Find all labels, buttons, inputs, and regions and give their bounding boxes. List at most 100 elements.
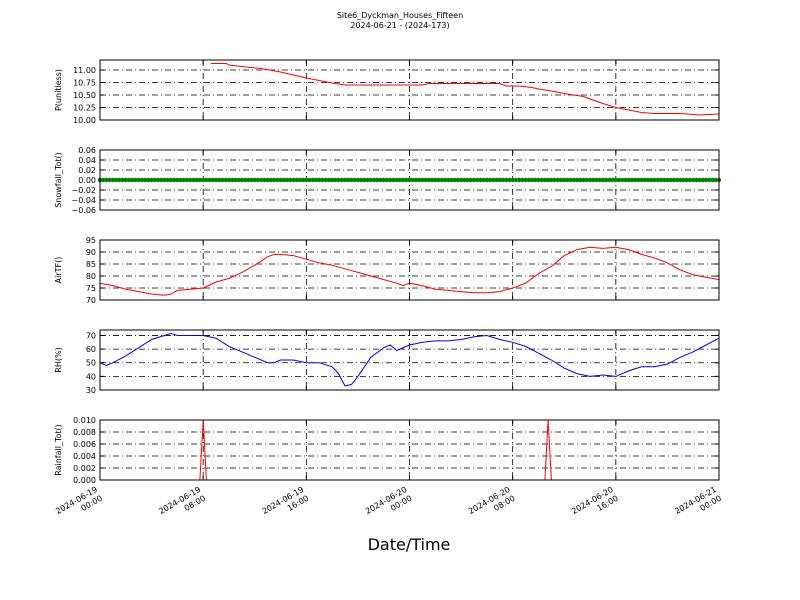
data-point [458, 177, 464, 183]
x-axis-label: Date/Time [368, 535, 451, 554]
data-point [571, 177, 577, 183]
x-tick-label: 2024-06-1908:00 [157, 485, 207, 525]
data-point [642, 177, 648, 183]
data-point [581, 177, 586, 183]
data-point [623, 177, 628, 183]
data-point [507, 177, 512, 183]
x-tick-label: 2024-06-2100:00 [673, 485, 723, 525]
data-point [600, 177, 606, 183]
data-point [536, 177, 541, 183]
data-point [188, 177, 193, 183]
data-point [152, 177, 158, 183]
x-tick-label: 2024-06-2016:00 [570, 485, 620, 525]
data-point [304, 177, 309, 183]
series-line [99, 246, 720, 296]
data-point [678, 177, 683, 183]
y-tick-label: 90 [86, 248, 96, 257]
data-point [123, 177, 128, 183]
y-tick-label: 10.50 [73, 91, 96, 100]
data-point [497, 177, 502, 183]
data-point [239, 177, 245, 183]
data-point [500, 177, 506, 183]
data-point [310, 177, 315, 183]
data-point [584, 177, 590, 183]
data-point [130, 177, 135, 183]
x-tick-label: 2024-06-2000:00 [364, 485, 414, 525]
y-tick-label: 80 [86, 272, 96, 281]
y-tick-label: 11.00 [73, 66, 96, 75]
data-point [184, 177, 190, 183]
data-point [375, 177, 380, 183]
y-tick-label: 0.00 [78, 176, 96, 185]
data-point [136, 177, 141, 183]
data-point [181, 177, 187, 183]
data-point [574, 177, 580, 183]
y-tick-label: 50 [86, 359, 96, 368]
data-point [159, 177, 164, 183]
data-point [420, 177, 425, 183]
y-axis-label: AirTF() [54, 257, 63, 284]
y-tick-label: 0.004 [73, 452, 96, 461]
data-point [616, 177, 622, 183]
data-point [568, 177, 573, 183]
y-tick-label: 0.06 [78, 146, 96, 155]
data-point [481, 177, 486, 183]
data-point [558, 177, 564, 183]
data-point [649, 177, 654, 183]
data-point [526, 177, 531, 183]
data-point [607, 177, 612, 183]
data-point [671, 177, 677, 183]
data-point [365, 177, 370, 183]
x-tick-label: 2024-06-1900:00 [54, 485, 104, 525]
data-point [268, 177, 274, 183]
data-point [684, 177, 689, 183]
y-axis-label: RH(%) [54, 347, 63, 372]
data-point [484, 177, 490, 183]
data-point [468, 177, 473, 183]
data-point [629, 177, 635, 183]
y-tick-label: −0.04 [71, 196, 96, 205]
data-point [265, 177, 270, 183]
data-point [171, 177, 177, 183]
data-point [658, 177, 664, 183]
data-point [404, 177, 409, 183]
data-point [597, 177, 602, 183]
y-tick-label: 0.010 [73, 416, 96, 425]
data-point [236, 177, 241, 183]
data-point [455, 177, 461, 183]
y-tick-label: 95 [86, 236, 96, 245]
data-point [652, 177, 657, 183]
data-point [294, 177, 299, 183]
data-point [339, 177, 344, 183]
data-point [126, 177, 132, 183]
y-axis-label: Snowfall_Tot() [54, 152, 63, 208]
plot-frame [99, 149, 720, 211]
data-point [346, 177, 351, 183]
data-point [191, 177, 196, 183]
data-point [587, 177, 593, 183]
data-point [194, 177, 199, 183]
data-point [391, 177, 396, 183]
data-point [149, 177, 154, 183]
y-tick-label: 70 [86, 331, 96, 340]
data-point [520, 177, 525, 183]
y-tick-label: −0.02 [71, 186, 96, 195]
series-line [99, 332, 720, 387]
data-point [426, 177, 432, 183]
data-point [104, 177, 109, 183]
data-point [510, 177, 515, 183]
data-point [436, 177, 441, 183]
data-point [162, 177, 167, 183]
data-point [281, 177, 286, 183]
y-tick-label: 10.25 [73, 104, 96, 113]
data-point [413, 177, 419, 183]
data-point [529, 177, 535, 183]
y-tick-label: 0.008 [73, 428, 96, 437]
data-point [445, 177, 451, 183]
plot-frame [99, 59, 720, 121]
data-point [645, 177, 651, 183]
data-point [410, 177, 415, 183]
data-point [168, 177, 174, 183]
chart-title: Site6_Dyckman_Houses_Fifteen [336, 11, 464, 20]
